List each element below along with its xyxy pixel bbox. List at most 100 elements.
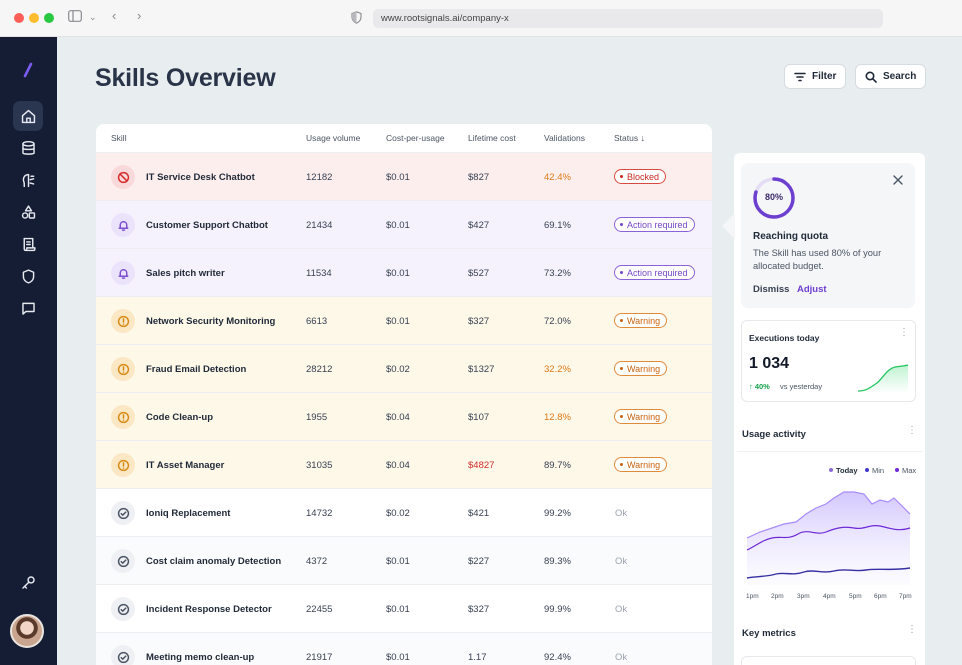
close-window-button[interactable] bbox=[14, 13, 24, 23]
sidebar-item-home[interactable] bbox=[13, 101, 43, 131]
avatar[interactable] bbox=[10, 614, 44, 648]
skill-name[interactable]: IT Asset Manager bbox=[146, 460, 225, 471]
filter-button[interactable]: Filter bbox=[784, 64, 847, 89]
usage-volume: 21434 bbox=[306, 220, 333, 231]
skill-name[interactable]: Meeting memo clean-up bbox=[146, 652, 255, 663]
cost-per-usage: $0.01 bbox=[386, 556, 410, 567]
adjust-button[interactable]: Adjust bbox=[797, 284, 827, 295]
min-line bbox=[746, 567, 911, 579]
sidebar-item-logs[interactable] bbox=[13, 229, 43, 259]
row-status-icon bbox=[111, 405, 135, 429]
x-tick: 6pm bbox=[874, 593, 887, 600]
search-icon bbox=[865, 70, 877, 83]
address-bar[interactable]: www.rootsignals.ai/company-x bbox=[373, 9, 883, 28]
status-text: Ok bbox=[615, 508, 628, 519]
maximize-window-button[interactable] bbox=[44, 13, 54, 23]
skill-name[interactable]: Cost claim anomaly Detection bbox=[146, 556, 282, 567]
status-text: Ok bbox=[615, 604, 628, 615]
sidebar-toggle-icon[interactable] bbox=[68, 10, 82, 25]
column-header-status[interactable]: Status ↓ bbox=[614, 133, 645, 143]
table-row[interactable]: Customer Support Chatbot 21434 $0.01 $427 69… bbox=[96, 200, 712, 248]
search-button[interactable]: Search bbox=[855, 64, 927, 89]
status-badge: Warning bbox=[614, 361, 668, 376]
chat-icon bbox=[21, 302, 35, 315]
column-header-skill[interactable]: Skill bbox=[111, 133, 127, 143]
table-row[interactable]: Meeting memo clean-up 21917 $0.01 1.17 92.4%… bbox=[96, 632, 712, 665]
forward-icon[interactable]: › bbox=[137, 8, 142, 23]
usage-activity-chart bbox=[746, 491, 911, 585]
legend-min-label: Min bbox=[872, 466, 885, 475]
cost-per-usage: $0.01 bbox=[386, 316, 410, 327]
filter-button-label: Filter bbox=[812, 71, 837, 82]
table-row[interactable]: Incident Response Detector 22455 $0.01 $327… bbox=[96, 584, 712, 632]
max-line bbox=[746, 491, 911, 539]
table-row[interactable]: Code Clean-up 1955 $0.04 $107 12.8% Warning bbox=[96, 392, 712, 440]
row-status-icon bbox=[111, 357, 135, 381]
kebab-menu-icon[interactable]: ⋮ bbox=[899, 327, 909, 338]
status-text: Ok bbox=[615, 652, 628, 663]
usage-volume: 11534 bbox=[306, 268, 332, 279]
skill-name[interactable]: IT Service Desk Chatbot bbox=[146, 172, 255, 183]
minimize-window-button[interactable] bbox=[29, 13, 39, 23]
skill-name[interactable]: Ioniq Replacement bbox=[146, 508, 231, 519]
sidebar-item-objectives[interactable] bbox=[13, 197, 43, 227]
legend-today-label: Today bbox=[836, 466, 858, 475]
column-header-cost-per-usage[interactable]: Cost-per-usage bbox=[386, 133, 445, 143]
shield-icon bbox=[22, 268, 34, 284]
key-metrics-menu-icon[interactable]: ⋮ bbox=[907, 624, 917, 635]
sidebar bbox=[0, 37, 57, 665]
logo-icon[interactable] bbox=[21, 61, 35, 79]
row-status-icon bbox=[111, 501, 135, 525]
column-header-lifetime-cost[interactable]: Lifetime cost bbox=[468, 133, 516, 143]
table-row[interactable]: IT Service Desk Chatbot 12182 $0.01 $827 42.… bbox=[96, 152, 712, 200]
table-row[interactable]: Fraud Email Detection 28212 $0.02 $1327 32.2… bbox=[96, 344, 712, 392]
executions-title: Executions today bbox=[749, 333, 820, 343]
sidebar-item-chat[interactable] bbox=[13, 293, 43, 323]
cost-per-usage: $0.04 bbox=[386, 460, 410, 471]
skill-name[interactable]: Incident Response Detector bbox=[146, 604, 272, 615]
sidebar-item-data[interactable] bbox=[13, 133, 43, 163]
warning-icon bbox=[117, 363, 129, 375]
warning-icon bbox=[117, 315, 129, 327]
lifetime-cost: $1327 bbox=[468, 364, 495, 375]
status-badge: Warning bbox=[614, 457, 668, 472]
usage-menu-icon[interactable]: ⋮ bbox=[907, 425, 917, 436]
dismiss-button[interactable]: Dismiss bbox=[753, 284, 790, 295]
skill-name[interactable]: Code Clean-up bbox=[146, 412, 214, 423]
column-header-status-label: Status bbox=[614, 133, 639, 143]
skill-name[interactable]: Network Security Monitoring bbox=[146, 316, 276, 327]
sidebar-item-security[interactable] bbox=[13, 261, 43, 291]
column-header-validations[interactable]: Validations bbox=[544, 133, 585, 143]
usage-volume: 6613 bbox=[306, 316, 328, 327]
cost-per-usage: $0.01 bbox=[386, 268, 410, 279]
quota-title: Reaching quota bbox=[753, 231, 829, 242]
table-row[interactable]: Sales pitch writer 11534 $0.01 $527 73.2% Act… bbox=[96, 248, 712, 296]
x-tick: 5pm bbox=[849, 593, 862, 600]
skill-name[interactable]: Fraud Email Detection bbox=[146, 364, 247, 375]
brain-icon bbox=[22, 173, 34, 187]
close-icon[interactable] bbox=[891, 173, 905, 187]
table-row[interactable]: Ioniq Replacement 14732 $0.02 $421 99.2% Ok bbox=[96, 488, 712, 536]
status-badge: Blocked bbox=[614, 169, 667, 184]
usage-volume: 14732 bbox=[306, 508, 333, 519]
back-icon[interactable]: ‹ bbox=[112, 8, 117, 23]
sidebar-item-api-keys[interactable] bbox=[13, 567, 43, 597]
skill-name[interactable]: Customer Support Chatbot bbox=[146, 220, 268, 231]
row-status-icon bbox=[111, 261, 135, 285]
legend-min: Min bbox=[865, 466, 884, 475]
chevron-down-icon[interactable]: ⌄ bbox=[89, 12, 97, 22]
legend-today: Today bbox=[829, 466, 858, 475]
arrow-up-icon: ↑ bbox=[749, 382, 753, 391]
table-row[interactable]: Network Security Monitoring 6613 $0.01 $327… bbox=[96, 296, 712, 344]
table-row[interactable]: IT Asset Manager 31035 $0.04 $4827 89.7% Warn… bbox=[96, 440, 712, 488]
column-header-usage[interactable]: Usage volume bbox=[306, 133, 361, 143]
sidebar-item-models[interactable] bbox=[13, 165, 43, 195]
check-circle-icon bbox=[117, 507, 129, 519]
bell-icon bbox=[118, 220, 128, 231]
table-row[interactable]: Cost claim anomaly Detection 4372 $0.01 $22… bbox=[96, 536, 712, 584]
executions-value: 1 034 bbox=[749, 355, 790, 372]
skill-name[interactable]: Sales pitch writer bbox=[146, 268, 225, 279]
lifetime-cost: $107 bbox=[468, 412, 490, 423]
validations: 72.0% bbox=[544, 316, 571, 327]
executions-sparkline bbox=[857, 364, 909, 393]
